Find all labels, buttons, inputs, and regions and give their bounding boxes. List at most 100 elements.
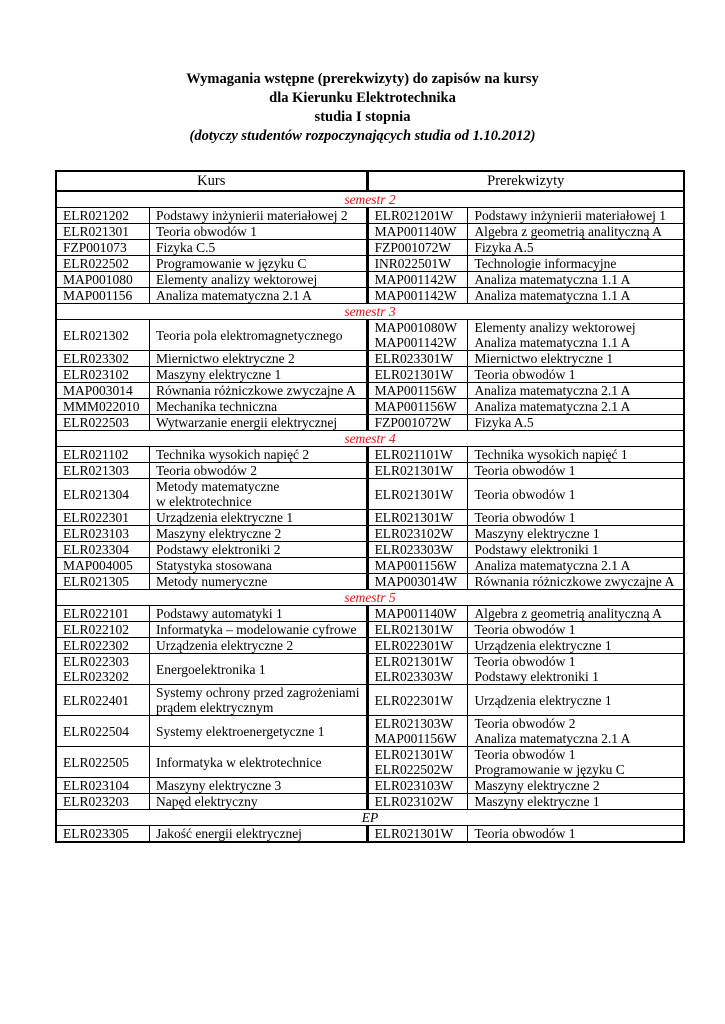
table-row: ELR022302 Urządzenia elektryczne 2 ELR0223… bbox=[55, 637, 685, 654]
course-name-cell: Urządzenia elektryczne 2 bbox=[149, 637, 368, 654]
prerequisite-code: ELR021301W bbox=[374, 463, 454, 478]
table-row: ELR023302 Miernictwo elektryczne 2 ELR0233… bbox=[55, 350, 685, 367]
course-name: Równania różniczkowe zwyczajne A bbox=[156, 383, 356, 398]
prerequisite-code-cell: ELR023303W bbox=[365, 541, 469, 558]
course-name: Programowanie w języku C bbox=[156, 256, 307, 271]
prerequisite-code-cell: FZP001072W bbox=[365, 239, 469, 256]
prerequisite-code-cell: MAP001142W bbox=[365, 271, 469, 288]
course-code: ELR021301 bbox=[63, 224, 129, 239]
table-body: semestr 2 ELR021202 Podstawy inżynierii ma… bbox=[55, 190, 685, 843]
prerequisite-name-cell: Teoria obwodów 1 bbox=[467, 621, 685, 638]
course-code: ELR022303 bbox=[63, 654, 129, 669]
prerequisite-name: Równania różniczkowe zwyczajne A bbox=[474, 574, 675, 589]
header-kurs: Kurs bbox=[55, 170, 368, 192]
course-name: Maszyny elektryczne 1 bbox=[156, 367, 282, 382]
prerequisite-code: FZP001072W bbox=[374, 415, 452, 430]
table-row: FZP001073 Fizyka C.5 FZP001072W Fizyka A.5 bbox=[55, 239, 685, 256]
course-code-cell: MAP001080 bbox=[55, 271, 150, 288]
prerequisite-code: ELR021301W bbox=[374, 486, 454, 502]
course-name: Teoria obwodów 1 bbox=[156, 224, 258, 239]
course-name-cell: Miernictwo elektryczne 2 bbox=[149, 350, 368, 367]
table-row: ELR021302 Teoria pola elektromagnetyczneg… bbox=[55, 319, 685, 351]
course-code-cell: ELR022101 bbox=[55, 605, 150, 622]
section-header-row: EP bbox=[55, 809, 685, 826]
prerequisite-name: Elementy analizy wektorowej bbox=[474, 320, 636, 335]
table-row: ELR022301 Urządzenia elektryczne 1 ELR0213… bbox=[55, 509, 685, 526]
section-label: semestr 2 bbox=[55, 190, 685, 208]
course-code-cell: ELR021305 bbox=[55, 573, 150, 590]
prerequisite-code: ELR023103W bbox=[374, 778, 454, 793]
prerequisite-code: MAP001142W bbox=[374, 272, 457, 287]
prerequisite-name-cell: Podstawy inżynierii materiałowej 1 bbox=[467, 207, 685, 224]
prerequisite-code-cell: ELR021301W bbox=[365, 366, 469, 383]
table-row: ELR022102 Informatyka – modelowanie cyfro… bbox=[55, 621, 685, 638]
course-name: Napęd elektryczny bbox=[156, 794, 258, 809]
section-header-row: semestr 2 bbox=[55, 190, 685, 208]
prerequisite-name-cell: Teoria obwodów 1 bbox=[467, 478, 685, 510]
table-row: MMM022010 Mechanika techniczna MAP001156W A… bbox=[55, 398, 685, 415]
prerequisite-code-cell: ELR021201W bbox=[365, 207, 469, 224]
course-code-cell: ELR023302 bbox=[55, 350, 150, 367]
course-code: ELR022503 bbox=[63, 415, 129, 430]
course-code-cell: MAP001156 bbox=[55, 287, 150, 304]
prerequisite-name: Maszyny elektryczne 1 bbox=[474, 526, 600, 541]
table-row: ELR023104 Maszyny elektryczne 3 ELR023103W… bbox=[55, 777, 685, 794]
course-code: ELR022302 bbox=[63, 638, 129, 653]
course-name-cell: Systemy ochrony przed zagrożeniami prądem… bbox=[149, 684, 368, 716]
course-name: Teoria obwodów 2 bbox=[156, 463, 258, 478]
table-row: ELR022101 Podstawy automatyki 1 MAP001140W… bbox=[55, 605, 685, 622]
prerequisite-code-cell: ELR021303W MAP001156W bbox=[365, 715, 469, 747]
course-name-cell: Metody numeryczne bbox=[149, 573, 368, 590]
prerequisite-code: MAP001156W bbox=[374, 399, 457, 414]
course-name-cell: Informatyka w elektrotechnice bbox=[149, 746, 368, 778]
section-label: EP bbox=[55, 809, 685, 826]
table-row: ELR021303 Teoria obwodów 2 ELR021301W Teori… bbox=[55, 462, 685, 479]
course-code-cell: ELR022302 bbox=[55, 637, 150, 654]
course-name-cell: Elementy analizy wektorowej bbox=[149, 271, 368, 288]
table-row: MAP003014 Równania różniczkowe zwyczajne … bbox=[55, 382, 685, 399]
prerequisite-code: ELR023303W bbox=[374, 542, 454, 557]
prerequisite-code: ELR022301W bbox=[374, 638, 454, 653]
course-code: ELR022102 bbox=[63, 622, 129, 637]
prerequisite-name: Analiza matematyczna 1.1 A bbox=[474, 335, 631, 350]
course-code-cell: ELR023104 bbox=[55, 777, 150, 794]
prerequisite-code-cell: ELR023301W bbox=[365, 350, 469, 367]
course-name-cell: Energoelektronika 1 bbox=[149, 653, 368, 685]
prerequisite-name-cell: Teoria obwodów 1 bbox=[467, 509, 685, 526]
course-code-cell: ELR023305 bbox=[55, 825, 150, 843]
prerequisite-name-cell: Teoria obwodów 2 Analiza matematyczna 2.1… bbox=[467, 715, 685, 747]
prerequisite-name-cell: Teoria obwodów 1 Podstawy elektroniki 1 bbox=[467, 653, 685, 685]
prerequisite-code-cell: ELR021101W bbox=[365, 446, 469, 463]
course-code: ELR021304 bbox=[63, 486, 129, 502]
prerequisite-name: Teoria obwodów 1 bbox=[474, 367, 576, 382]
course-code-cell: MAP003014 bbox=[55, 382, 150, 399]
prerequisite-name: Podstawy elektroniki 1 bbox=[474, 669, 599, 684]
prerequisite-code-cell: ELR021301W bbox=[365, 621, 469, 638]
course-name-cell: Jakość energii elektrycznej bbox=[149, 825, 368, 843]
course-name: Mechanika techniczna bbox=[156, 399, 278, 414]
course-name: Miernictwo elektryczne 2 bbox=[156, 351, 295, 366]
course-name-cell: Wytwarzanie energii elektrycznej bbox=[149, 414, 368, 431]
table-row: ELR021202 Podstawy inżynierii materiałowe… bbox=[55, 207, 685, 224]
prerequisite-code: ELR021201W bbox=[374, 208, 454, 223]
table-row: ELR021102 Technika wysokich napięć 2 ELR02… bbox=[55, 446, 685, 463]
prerequisite-name: Analiza matematyczna 2.1 A bbox=[474, 383, 631, 398]
prerequisite-name-cell: Algebra z geometrią analityczną A bbox=[467, 605, 685, 622]
prerequisite-name: Teoria obwodów 1 bbox=[474, 622, 576, 637]
title-line-2: dla Kierunku Elektrotechnika bbox=[269, 90, 456, 106]
course-name-cell: Teoria pola elektromagnetycznego bbox=[149, 319, 368, 351]
course-code: ELR023104 bbox=[63, 778, 129, 793]
title-line-3: studia I stopnia bbox=[314, 109, 411, 125]
course-name-cell: Systemy elektroenergetyczne 1 bbox=[149, 715, 368, 747]
prerequisite-name-cell: Analiza matematyczna 1.1 A bbox=[467, 287, 685, 304]
prerequisite-code: MAP001142W bbox=[374, 335, 457, 350]
prerequisite-code: MAP001156W bbox=[374, 558, 457, 573]
prerequisite-name-cell: Analiza matematyczna 2.1 A bbox=[467, 398, 685, 415]
prerequisite-code-cell: MAP001156W bbox=[365, 398, 469, 415]
prerequisite-name-cell: Fizyka A.5 bbox=[467, 239, 685, 256]
table-row: ELR021301 Teoria obwodów 1 MAP001140W Algeb… bbox=[55, 223, 685, 240]
prerequisite-code-cell: ELR023102W bbox=[365, 793, 469, 810]
prerequisite-code-cell: MAP003014W bbox=[365, 573, 469, 590]
document-title: Wymagania wstępne (prerekwizyty) do zapi… bbox=[0, 70, 725, 146]
prerequisite-name-cell: Równania różniczkowe zwyczajne A bbox=[467, 573, 685, 590]
